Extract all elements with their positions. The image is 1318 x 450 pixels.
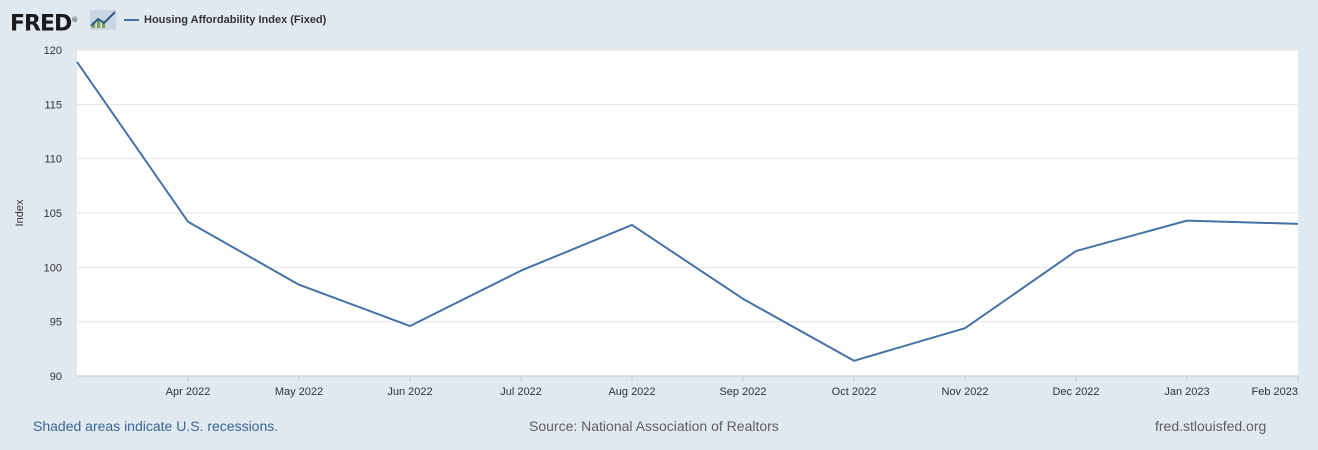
- y-tick-label: 90: [50, 371, 62, 383]
- data-point[interactable]: [1181, 215, 1193, 227]
- y-tick-label: 115: [44, 99, 62, 111]
- x-tick-label: Nov 2022: [941, 386, 988, 398]
- line-chart: 90 95 100 105 110 115 120 Apr 2022 May 2022 Jun …: [14, 45, 1304, 398]
- data-point[interactable]: [1292, 218, 1304, 230]
- x-tick-label: Feb 2023: [1252, 386, 1298, 398]
- x-tick-label: Oct 2022: [832, 386, 877, 398]
- gridlines: [77, 49, 1298, 377]
- data-point[interactable]: [1070, 245, 1082, 257]
- data-point[interactable]: [626, 219, 638, 231]
- y-tick-label: 95: [50, 317, 62, 329]
- x-tick-label: Apr 2022: [166, 386, 211, 398]
- data-point[interactable]: [959, 322, 971, 334]
- x-tick-label: Jan 2023: [1164, 386, 1209, 398]
- data-point[interactable]: [293, 279, 305, 291]
- x-tick-label: Sep 2022: [719, 386, 766, 398]
- x-tick-label: May 2022: [275, 386, 323, 398]
- data-point[interactable]: [182, 216, 194, 228]
- x-tick-label: Dec 2022: [1052, 386, 1099, 398]
- source-text: Source: National Association of Realtors: [529, 418, 779, 434]
- series-line: [76, 61, 1299, 362]
- x-tick-label: Jul 2022: [500, 386, 542, 398]
- x-tick-label: Aug 2022: [608, 386, 655, 398]
- y-axis-ticks: 90 95 100 105 110 115 120: [44, 45, 62, 383]
- data-point[interactable]: [737, 293, 749, 305]
- legend-line-swatch: [124, 19, 139, 21]
- data-point[interactable]: [404, 320, 416, 332]
- x-tick-label: Jun 2022: [387, 386, 432, 398]
- site-url[interactable]: fred.stlouisfed.org: [1155, 418, 1267, 434]
- y-axis-label: Index: [14, 199, 26, 226]
- chart-header: FRED® Housing Affordability Index (Fixed…: [0, 0, 1318, 40]
- recession-note-link[interactable]: Shaded areas indicate U.S. recessions.: [33, 418, 279, 434]
- fred-logo[interactable]: FRED®: [10, 11, 78, 37]
- data-point[interactable]: [515, 265, 527, 277]
- data-point[interactable]: [848, 355, 860, 367]
- legend-label: Housing Affordability Index (Fixed): [144, 14, 327, 26]
- data-point[interactable]: [71, 56, 83, 68]
- y-tick-label: 120: [44, 45, 62, 57]
- y-tick-label: 110: [44, 154, 62, 166]
- x-axis-ticks: Apr 2022 May 2022 Jun 2022 Jul 2022 Aug 2022…: [166, 376, 1299, 398]
- y-tick-label: 105: [44, 208, 62, 220]
- y-tick-label: 100: [44, 262, 62, 274]
- fred-logo-graph-icon: [90, 10, 116, 30]
